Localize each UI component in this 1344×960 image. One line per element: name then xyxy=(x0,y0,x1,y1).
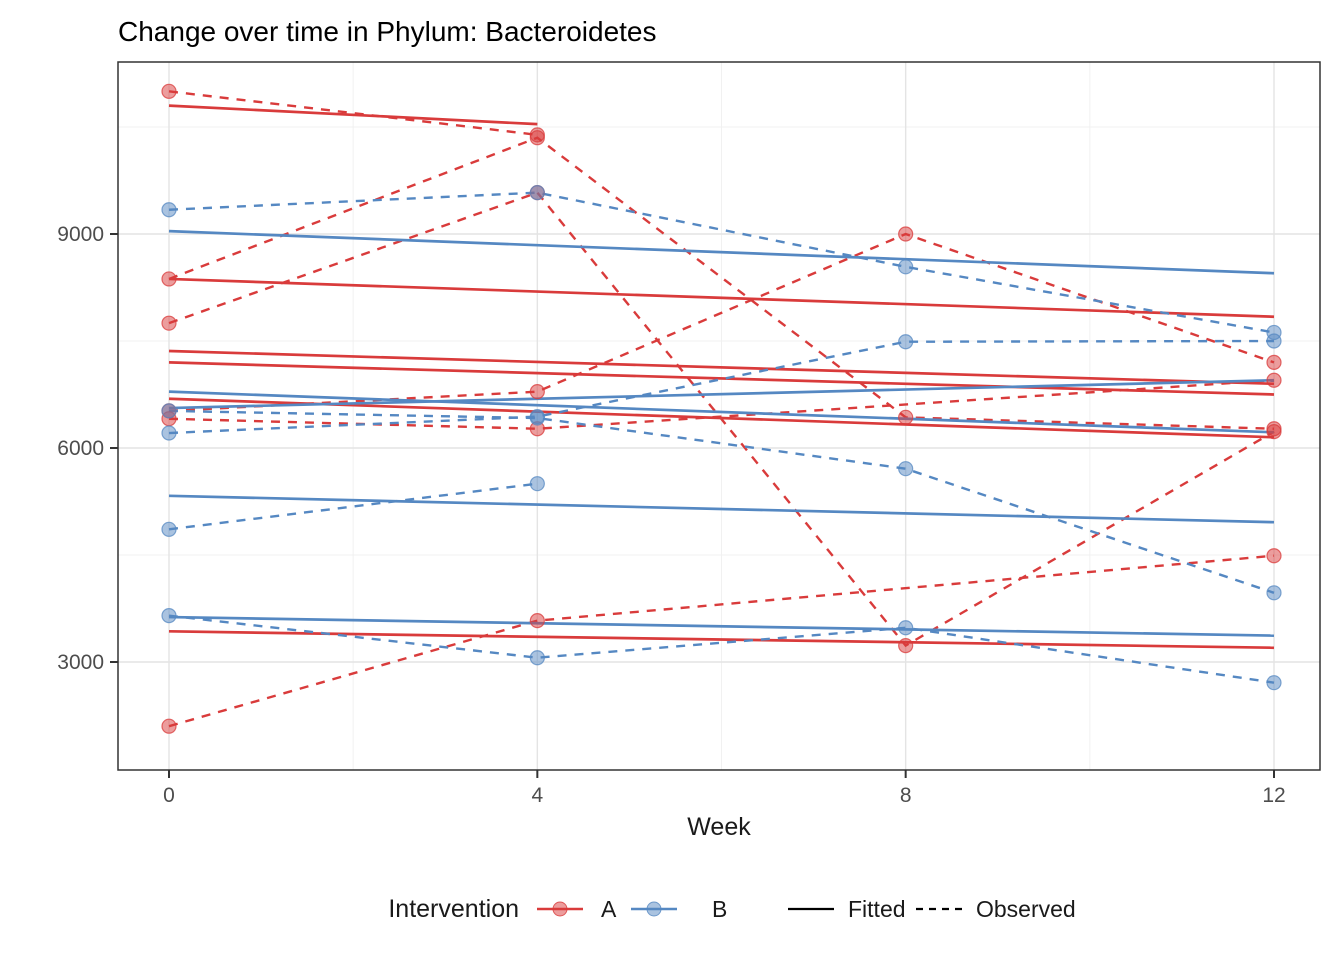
data-point-B4 xyxy=(161,521,177,537)
legend-title: Intervention xyxy=(388,895,519,923)
fitted-line-B4 xyxy=(168,494,1275,524)
data-point-B5 xyxy=(161,608,177,624)
fitted-line-A4 xyxy=(168,361,1275,396)
observed-line-B5 xyxy=(168,614,1275,684)
data-point-A3 xyxy=(898,637,914,654)
observed-line-A6 xyxy=(168,554,1275,728)
data-point-B4 xyxy=(529,476,545,492)
y-tick-label: 6000 xyxy=(57,437,104,460)
legend-label-observed: Observed xyxy=(976,896,1076,922)
data-point-A5 xyxy=(1266,372,1282,388)
fitted-line-A2 xyxy=(168,277,1275,319)
fitted-line-B2 xyxy=(168,390,1275,434)
fitted-line-A3 xyxy=(168,349,1275,386)
data-point-A6 xyxy=(1266,548,1282,564)
fitted-line-B3 xyxy=(168,378,1275,410)
legend-key-a-point xyxy=(552,901,568,917)
data-point-B2 xyxy=(898,461,914,477)
legend-item-fitted: Fitted xyxy=(788,896,906,922)
data-point-A2 xyxy=(529,130,545,146)
data-point-A1 xyxy=(161,83,177,99)
data-point-B1 xyxy=(161,202,177,218)
x-tick-label: 12 xyxy=(1262,784,1285,807)
panel-border xyxy=(117,61,1321,771)
legend-item-group-b: B xyxy=(631,896,727,922)
fitted-line-A1 xyxy=(168,104,538,126)
x-tick-label: 4 xyxy=(531,784,543,807)
fitted-line-A5 xyxy=(168,397,1275,439)
observed-line-A4 xyxy=(168,232,1275,413)
observed-line-A5 xyxy=(168,379,1275,430)
data-point-B3 xyxy=(1266,333,1282,349)
data-point-B2 xyxy=(161,403,177,419)
series-lines xyxy=(168,90,1275,728)
data-point-A2 xyxy=(161,271,177,287)
data-point-A6 xyxy=(529,613,545,629)
legend-label-fitted: Fitted xyxy=(848,896,906,922)
legend: Intervention A B Fitted Observed xyxy=(388,895,1075,923)
data-point-A2 xyxy=(898,409,914,425)
data-point-A4 xyxy=(898,226,914,242)
data-point-A3 xyxy=(1266,423,1282,440)
x-tick-label: 8 xyxy=(900,784,912,807)
legend-item-group-a: A xyxy=(537,896,617,922)
data-point-B2 xyxy=(1266,585,1282,601)
data-point-B1 xyxy=(529,185,545,201)
fitted-line-B1 xyxy=(168,229,1275,275)
y-tick-label: 9000 xyxy=(57,223,104,246)
data-point-B3 xyxy=(898,334,914,350)
series-points xyxy=(161,83,1282,734)
y-tick-label: 3000 xyxy=(57,651,104,674)
observed-line-A2 xyxy=(168,136,1275,430)
axis-ticks: 3000 6000 9000 0 4 8 12 xyxy=(57,223,1285,807)
data-point-B3 xyxy=(529,409,545,425)
fitted-line-A6 xyxy=(168,629,1275,650)
data-point-A6 xyxy=(161,718,177,734)
data-point-A4 xyxy=(1266,354,1282,370)
fitted-line-B5 xyxy=(168,615,1275,637)
data-point-B3 xyxy=(161,425,177,441)
observed-line-B4 xyxy=(168,482,538,531)
x-tick-label: 0 xyxy=(163,784,175,807)
gridlines-minor xyxy=(118,62,1320,770)
legend-label-b: B xyxy=(712,896,727,922)
legend-label-a: A xyxy=(601,896,617,922)
legend-item-observed: Observed xyxy=(916,896,1076,922)
data-point-B5 xyxy=(529,650,545,666)
data-point-A4 xyxy=(529,384,545,400)
observed-line-A1 xyxy=(168,90,538,137)
legend-key-b-point xyxy=(646,901,662,917)
data-point-A3 xyxy=(161,315,177,331)
data-point-B5 xyxy=(898,620,914,636)
data-point-B5 xyxy=(1266,675,1282,691)
chart-title: Change over time in Phylum: Bacteroidete… xyxy=(118,16,657,47)
x-axis-title: Week xyxy=(687,813,751,841)
data-point-B1 xyxy=(898,259,914,275)
